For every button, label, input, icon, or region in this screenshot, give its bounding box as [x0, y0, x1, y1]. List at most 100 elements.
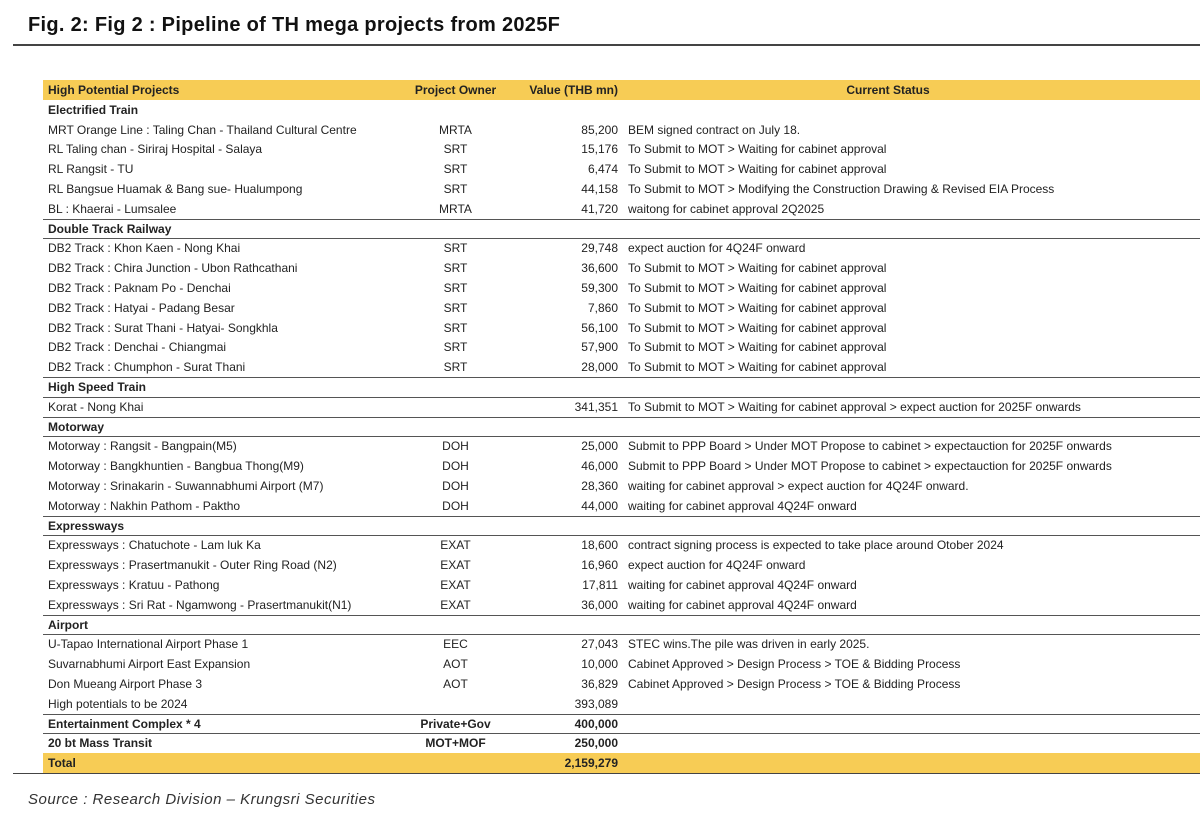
cell: Submit to PPP Board > Under MOT Propose … [628, 439, 1112, 454]
cell: DOH [442, 479, 469, 493]
section-row: Motorway [43, 417, 1200, 437]
cell: EXAT [440, 558, 471, 573]
cell: SRT [443, 340, 468, 355]
row-rule [43, 535, 1200, 537]
row-rule [43, 733, 1200, 735]
source-note: Source : Research Division – Krungsri Se… [28, 791, 376, 808]
cell: Motorway : Nakhin Pathom - Paktho [48, 498, 241, 513]
cell: Private+Gov [420, 716, 491, 731]
cell: 15,176 [581, 142, 618, 157]
cell: Expressways : Sri Rat - Ngamwong - Prase… [48, 597, 352, 612]
section-row: Airport [43, 615, 1200, 635]
row-rule [43, 436, 1200, 438]
cell: 27,043 [581, 637, 618, 652]
cell: SRT [443, 300, 468, 315]
item-row: Motorway : Srinakarin - Suwannabhumi Air… [43, 476, 1200, 496]
cell: 17,811 [582, 578, 618, 592]
cell: AOT [443, 657, 468, 672]
item-row: DB2 Track : Denchai - Chiangmai SRT 57,900… [43, 337, 1200, 357]
cell: expect auction for 4Q24F onward [628, 558, 806, 573]
cell: DB2 Track : Surat Thani - Hatyai- Songkh… [48, 320, 278, 335]
cell: Expressways [48, 518, 125, 533]
cell: High potentials to be 2024 [48, 696, 188, 711]
cell: To Submit to MOT > Waiting for cabinet a… [628, 281, 887, 295]
item-row: BL : Khaerai - Lumsalee MRTA 41,720 waitong… [43, 199, 1200, 219]
cell: 85,200 [581, 122, 618, 137]
cell: EXAT [440, 538, 471, 553]
cell: AOT [443, 677, 468, 691]
title-rule [13, 44, 1200, 46]
cell: 20 bt Mass Transit [48, 736, 153, 751]
cell: 400,000 [574, 716, 618, 731]
cell: contract signing process is expected to … [628, 538, 1004, 553]
cell: 28,000 [581, 360, 618, 375]
item-row: DB2 Track : Chira Junction - Ubon Rathca… [43, 258, 1200, 278]
cell: Motorway [48, 419, 105, 434]
cell: Electrified Train [48, 102, 139, 117]
item-row: RL Rangsit - TU SRT 6,474 To Submit to MOT … [43, 159, 1200, 179]
cell: Cabinet Approved > Design Process > TOE … [628, 677, 961, 691]
header-row: High Potential Projects Project Owner Valu… [43, 80, 1200, 100]
bottom-rule [13, 773, 1200, 774]
item-row: DB2 Track : Paknam Po - Denchai SRT 59,300… [43, 278, 1200, 298]
cell: 59,300 [581, 281, 618, 295]
row-rule [43, 713, 1200, 715]
cell: DB2 Track : Chumphon - Surat Thani [48, 360, 246, 375]
cell: Motorway : Srinakarin - Suwannabhumi Air… [48, 479, 324, 493]
cell: MOT+MOF [425, 736, 486, 751]
cell: DB2 Track : Paknam Po - Denchai [48, 281, 231, 295]
cell: 44,000 [581, 498, 618, 513]
cell: 18,600 [581, 538, 618, 553]
cell: 28,360 [581, 479, 618, 493]
cell: SRT [443, 261, 468, 276]
figure-title: Fig. 2: Fig 2 : Pipeline of TH mega proj… [28, 14, 561, 36]
cell: RL Taling chan - Siriraj Hospital - Sala… [48, 142, 263, 157]
cell: 29,748 [581, 241, 618, 256]
cell: Motorway : Bangkhuntien - Bangbua Thong(… [48, 459, 304, 474]
cell: SRT [443, 241, 468, 256]
cell: High Potential Projects [48, 83, 180, 97]
cell: 56,100 [581, 320, 618, 335]
cell: To Submit to MOT > Waiting for cabinet a… [628, 340, 887, 355]
cell: DB2 Track : Chira Junction - Ubon Rathca… [48, 261, 298, 276]
cell: EXAT [440, 578, 471, 592]
cell: 25,000 [581, 439, 618, 454]
cell: Suvarnabhumi Airport East Expansion [48, 657, 251, 672]
cell: 341,351 [574, 399, 618, 414]
cell: SRT [443, 162, 468, 177]
cell: To Submit to MOT > Waiting for cabinet a… [628, 162, 887, 177]
cell: Total [48, 756, 76, 771]
row-rule [43, 238, 1200, 240]
cell: 250,000 [574, 736, 618, 751]
item-row: High potentials to be 2024 393,089 [43, 694, 1200, 714]
cell: Current Status [846, 83, 930, 97]
cell: MRTA [439, 122, 472, 137]
cell: RL Rangsit - TU [48, 162, 134, 177]
item-row: Expressways : Chatuchote - Lam luk Ka EXA… [43, 535, 1200, 555]
cell: MRTA [439, 201, 472, 216]
cell: 36,000 [581, 597, 618, 612]
section-row: High Speed Train [43, 377, 1200, 397]
cell: U-Tapao International Airport Phase 1 [48, 637, 249, 652]
cell: Motorway : Rangsit - Bangpain(M5) [48, 439, 237, 454]
item-row: RL Taling chan - Siriraj Hospital - Sala… [43, 139, 1200, 159]
cell: 46,000 [581, 459, 618, 474]
cell: 36,600 [581, 261, 618, 276]
cell: 57,900 [581, 340, 618, 355]
cell: MRT Orange Line : Taling Chan - Thailand… [48, 122, 357, 137]
cell: To Submit to MOT > Waiting for cabinet a… [628, 261, 887, 276]
cell: 16,960 [581, 558, 618, 573]
cell: SRT [443, 142, 468, 157]
cell: waiting for cabinet approval 4Q24F onwar… [628, 597, 857, 612]
summary-row: 20 bt Mass Transit MOT+MOF 250,000 [43, 733, 1200, 753]
cell: To Submit to MOT > Waiting for cabinet a… [628, 399, 1081, 414]
cell: DOH [442, 459, 469, 474]
cell: 44,158 [581, 182, 618, 196]
cell: DB2 Track : Denchai - Chiangmai [48, 340, 227, 355]
cell: To Submit to MOT > Waiting for cabinet a… [628, 142, 887, 157]
item-row: Don Mueang Airport Phase 3 AOT 36,829 Cabin… [43, 674, 1200, 694]
row-rule [43, 377, 1200, 378]
row-rule [43, 634, 1200, 636]
item-row: MRT Orange Line : Taling Chan - Thailand… [43, 120, 1200, 140]
